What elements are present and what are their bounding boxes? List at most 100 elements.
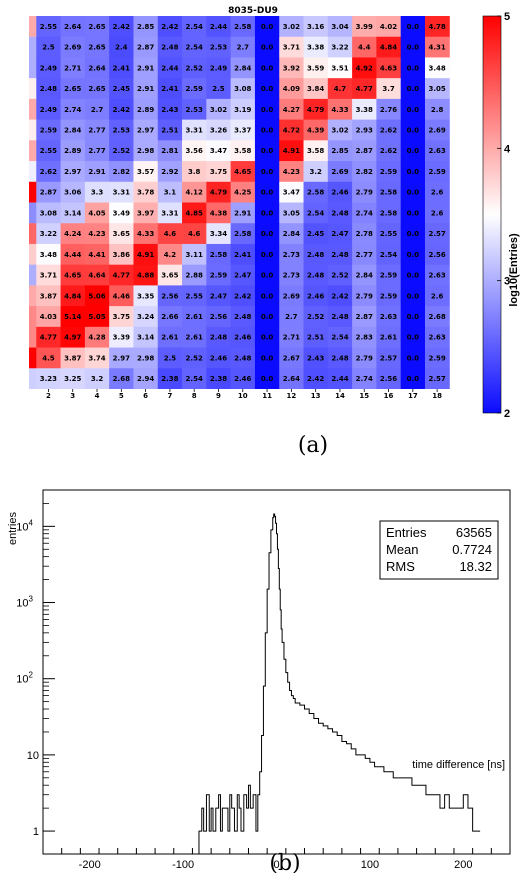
heatmap-cell xyxy=(279,306,305,328)
histogram-series-line xyxy=(198,513,481,854)
heatmap-cell xyxy=(36,140,62,162)
heatmap-cell-label: 2.98 xyxy=(137,147,154,155)
heatmap-cell xyxy=(376,326,402,349)
heatmap-cell xyxy=(109,98,134,121)
heatmap-cell-label: 3.84 xyxy=(307,85,324,93)
heatmap-cell-label: 0.0 xyxy=(407,85,420,93)
heatmap-cell-label: 0.0 xyxy=(261,126,274,134)
heatmap-cell-label: 4.85 xyxy=(186,209,203,217)
heatmap-cell-label: 2.68 xyxy=(428,313,445,321)
heatmap-cell xyxy=(352,78,377,100)
heatmap-cell-label: 3.22 xyxy=(331,44,348,52)
heatmap-cell-label: 2.47 xyxy=(210,292,227,300)
heatmap-cell xyxy=(133,36,159,58)
heatmap-cell-label: 2.81 xyxy=(161,147,178,155)
heatmap-cell xyxy=(60,347,86,369)
heatmap-cell xyxy=(303,202,329,224)
heatmap-cell xyxy=(230,264,256,286)
heatmap-cell-label: 2.48 xyxy=(307,251,324,259)
heatmap-cell xyxy=(303,243,329,266)
heatmap-cell-label: 4.05 xyxy=(88,209,105,217)
heatmap-cell xyxy=(133,326,159,349)
heatmap-cell xyxy=(254,57,280,79)
heatmap-cell xyxy=(109,368,134,389)
stats-value: 63565 xyxy=(456,525,492,540)
heatmap-cell xyxy=(206,285,232,307)
heatmap-cell-label: 2.84 xyxy=(283,230,300,238)
heatmap-cell xyxy=(400,57,426,79)
heatmap-cell-label: 2.91 xyxy=(234,209,251,217)
heatmap-cell xyxy=(36,264,62,286)
heatmap-cell-label: 2.53 xyxy=(113,126,130,134)
heatmap-cell xyxy=(36,347,62,369)
heatmap-cell xyxy=(303,181,329,203)
heatmap-cell-label: 3.08 xyxy=(234,85,251,93)
heatmap-cell xyxy=(157,202,183,224)
heatmap-cell-label: 0.0 xyxy=(261,64,274,72)
heatmap-cell-label: 2.53 xyxy=(186,106,203,114)
heatmap-cell-label: 4 xyxy=(22,292,27,300)
heatmap-x-tick-label: 11 xyxy=(262,392,272,400)
heatmap-cell-label: 2.48 xyxy=(40,85,57,93)
heatmap-cell xyxy=(206,202,232,224)
heatmap-cell xyxy=(376,202,402,224)
heatmap-cell-label: 2.71 xyxy=(283,334,300,342)
heatmap-cell xyxy=(230,368,256,389)
heatmap-cell xyxy=(400,161,426,183)
heatmap-cell-label: 2.58 xyxy=(234,23,251,31)
heatmap-cell-label: 2.63 xyxy=(428,147,445,155)
heatmap-cell-label: 2.59 xyxy=(380,292,397,300)
heatmap-cell-label: 0.0 xyxy=(407,23,420,31)
heatmap-cell-label: 2.56 xyxy=(210,313,227,321)
heatmap-cell xyxy=(36,16,62,38)
heatmap-cell xyxy=(29,202,37,224)
heatmap-cell xyxy=(109,36,134,58)
heatmap-cell-label: 2.8 xyxy=(431,106,444,114)
heatmap-cell xyxy=(109,161,134,183)
heatmap-cell xyxy=(424,78,450,100)
heatmap-cell-label: 2.64 xyxy=(88,64,105,72)
heatmap-cell xyxy=(279,202,305,224)
heatmap-cell-label: 0.0 xyxy=(407,313,420,321)
heatmap-cell-label: 0.0 xyxy=(407,251,420,259)
heatmap-cell xyxy=(206,368,232,389)
heatmap-cell-label: 4.79 xyxy=(307,106,324,114)
heatmap-cell xyxy=(133,161,159,183)
heatmap-cell xyxy=(29,223,37,245)
heatmap-cell xyxy=(133,306,159,328)
heatmap-cell xyxy=(303,57,329,79)
heatmap-cell xyxy=(352,202,377,224)
heatmap-cell-label: 22 xyxy=(19,272,29,280)
heatmap-cell xyxy=(84,16,110,38)
heatmap-cell-label: 2.48 xyxy=(331,251,348,259)
heatmap-cell-label: 3.1 xyxy=(164,189,177,197)
heatmap-cell-label: 2.58 xyxy=(380,209,397,217)
heatmap-x-tick-label: 16 xyxy=(384,392,394,400)
heatmap-cell xyxy=(206,223,232,245)
heatmap-x-tick-label: 10 xyxy=(238,392,248,400)
heatmap-cell-label: 2.61 xyxy=(186,334,203,342)
heatmap-cell xyxy=(230,243,256,266)
heatmap-cell xyxy=(29,140,37,162)
heatmap-cell-label: 2.93 xyxy=(356,126,373,134)
heatmap-cell xyxy=(206,119,232,141)
heatmap-cell xyxy=(376,140,402,162)
heatmap-cell xyxy=(133,78,159,100)
heatmap-cell-label: 3.2 xyxy=(91,375,104,383)
heatmap-cell xyxy=(327,119,353,141)
heatmap-cell xyxy=(303,306,329,328)
stats-value: 0.7724 xyxy=(452,542,492,557)
heatmap-cell-label: 33 xyxy=(19,375,29,383)
heatmap-cell-label: 2.5 xyxy=(164,354,177,362)
heatmap-cell xyxy=(352,119,377,141)
heatmap-cell xyxy=(376,119,402,141)
heatmap-cell xyxy=(254,264,280,286)
heatmap-cell-label: 2.65 xyxy=(64,85,81,93)
heatmap-cell-label: 2.7 xyxy=(237,44,250,52)
heatmap-cell xyxy=(279,223,305,245)
heatmap-x-tick-label: 6 xyxy=(143,392,148,400)
heatmap-cell-label: 2.84 xyxy=(356,272,373,280)
heatmap-cell xyxy=(60,243,86,266)
heatmap-cell-label: 2.97 xyxy=(64,168,81,176)
heatmap-cell-label: 2.55 xyxy=(186,292,203,300)
